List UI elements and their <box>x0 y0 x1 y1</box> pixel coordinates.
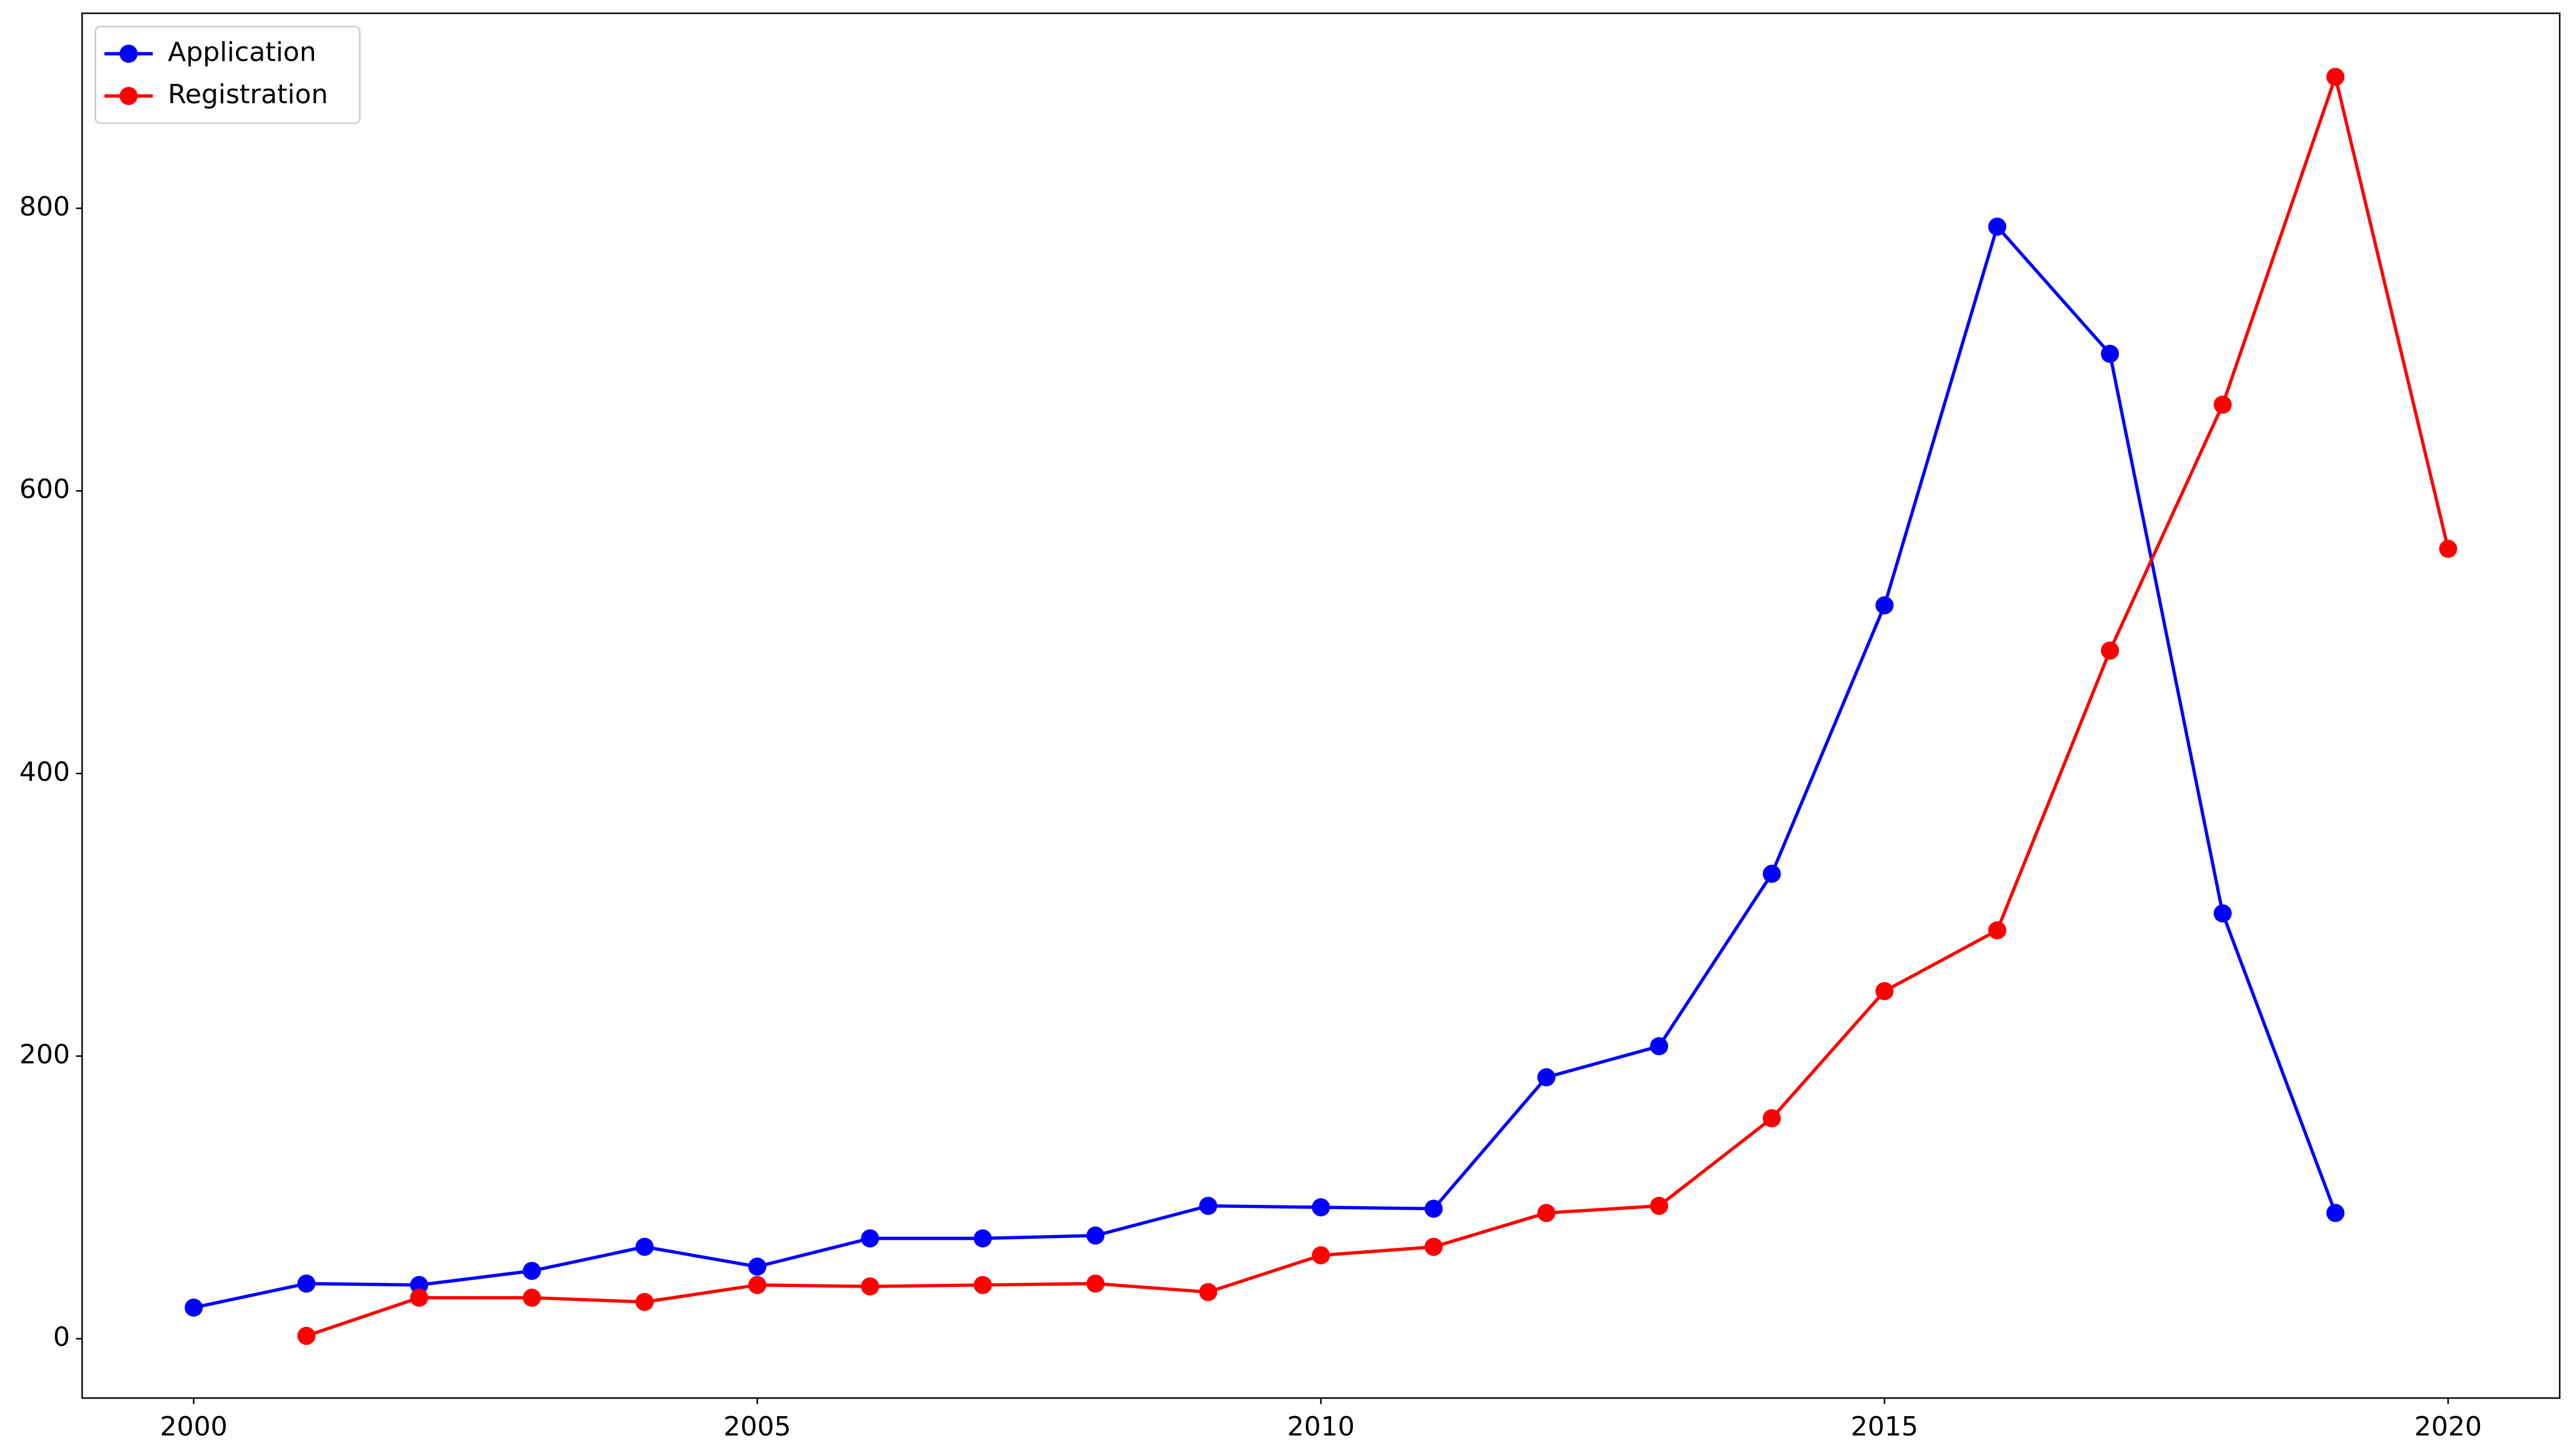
data-point <box>1875 982 1894 1000</box>
data-point <box>2326 68 2345 86</box>
data-point <box>861 1229 880 1248</box>
data-point <box>2213 395 2232 414</box>
data-point <box>1650 1196 1669 1215</box>
series-line <box>305 71 2450 1338</box>
x-tick-label: 2010 <box>1287 1411 1355 1442</box>
legend-marker <box>120 45 138 63</box>
data-point <box>297 1327 316 1346</box>
series-line <box>193 223 2337 1309</box>
data-point <box>1650 1037 1669 1056</box>
x-tick-label: 2000 <box>160 1411 228 1442</box>
data-point <box>1199 1283 1218 1301</box>
legend-box <box>94 25 361 124</box>
data-point <box>635 1292 654 1311</box>
y-tick-label: 200 <box>19 1039 70 1070</box>
data-point <box>297 1274 316 1293</box>
data-point <box>1988 217 2007 236</box>
data-point <box>1537 1204 1556 1222</box>
data-point <box>522 1262 541 1280</box>
data-point <box>522 1288 541 1307</box>
data-point <box>1424 1237 1443 1256</box>
data-point <box>2439 540 2458 558</box>
data-point <box>1424 1199 1443 1218</box>
data-point <box>410 1276 429 1294</box>
legend-label: Registration <box>168 79 328 110</box>
y-tick-label: 400 <box>19 756 70 787</box>
data-point <box>2101 641 2120 660</box>
data-point <box>973 1229 992 1248</box>
y-tick-label: 600 <box>19 474 70 505</box>
data-point <box>973 1276 992 1294</box>
data-point <box>1086 1226 1105 1245</box>
data-point <box>2213 904 2232 923</box>
x-tick-label: 2015 <box>1851 1411 1919 1442</box>
data-point <box>861 1277 880 1296</box>
data-point <box>2326 1204 2345 1222</box>
data-point <box>748 1257 767 1276</box>
data-point <box>1312 1198 1330 1216</box>
plot-frame <box>81 12 2561 1399</box>
data-point <box>1988 921 2007 940</box>
data-point <box>748 1276 767 1294</box>
legend-marker <box>120 87 138 105</box>
data-point <box>1086 1274 1105 1293</box>
data-point <box>410 1288 429 1307</box>
data-point <box>635 1237 654 1256</box>
x-tick-label: 2005 <box>723 1411 791 1442</box>
x-tick-label: 2020 <box>2414 1411 2482 1442</box>
data-point <box>1537 1068 1556 1087</box>
data-point <box>1312 1246 1330 1265</box>
data-point <box>1875 596 1894 615</box>
data-point <box>1199 1196 1218 1215</box>
y-tick-label: 800 <box>19 191 70 222</box>
data-point <box>2101 345 2120 363</box>
legend-label: Application <box>168 37 316 68</box>
y-tick-label: 0 <box>53 1322 70 1353</box>
data-point <box>1762 864 1781 883</box>
data-point <box>1762 1109 1781 1128</box>
data-point <box>184 1298 203 1317</box>
